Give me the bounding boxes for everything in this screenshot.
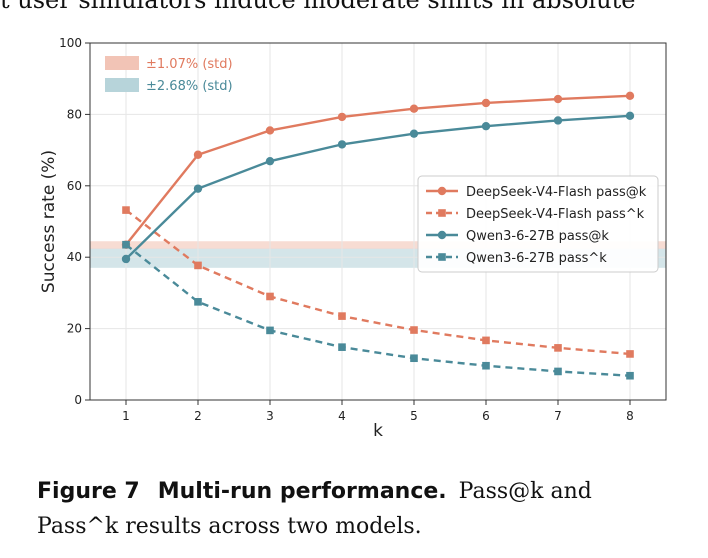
data-point — [409, 129, 419, 138]
band-legend-label: ±1.07% (std) — [146, 57, 233, 72]
y-tick-label: 20 — [67, 322, 82, 336]
data-point — [626, 350, 634, 358]
caption-label: Figure 7 — [37, 479, 140, 504]
legend-marker — [438, 209, 446, 217]
data-point — [481, 98, 491, 108]
series-4 — [122, 240, 634, 380]
legend-label: DeepSeek-V4-Flash pass@k — [466, 185, 647, 200]
data-point — [121, 254, 131, 264]
caption-line2: Pass^k results across two models. — [37, 514, 422, 539]
axis-ticks: 0 20 40 60 80 100 1 2 3 4 5 6 7 8 — [59, 36, 634, 423]
data-point — [266, 292, 274, 301]
series-legend: DeepSeek-V4-Flash pass@k DeepSeek-V4-Flas… — [417, 175, 659, 273]
data-point — [554, 344, 562, 352]
data-point — [482, 336, 490, 345]
caption-title: Multi-run performance. — [157, 479, 447, 504]
band-legend-swatch — [105, 78, 139, 92]
legend-label: DeepSeek-V4-Flash pass^k — [466, 207, 645, 222]
legend-marker — [437, 230, 447, 240]
y-tick-label: 100 — [59, 36, 82, 50]
data-point — [194, 261, 202, 270]
series-line — [125, 94, 631, 246]
data-point — [194, 298, 202, 306]
data-point — [554, 367, 562, 376]
data-point — [266, 326, 274, 335]
y-tick-label: 40 — [67, 250, 82, 264]
caption-line1: Pass@k and — [458, 479, 592, 504]
legend-marker — [437, 186, 447, 196]
x-tick-label: 8 — [626, 409, 634, 423]
data-point — [625, 111, 635, 121]
data-point — [482, 361, 490, 370]
x-tick-label: 5 — [410, 409, 418, 423]
y-tick-label: 0 — [74, 393, 82, 407]
band-legend-label: ±2.68% (std) — [146, 79, 233, 94]
x-tick-label: 3 — [266, 409, 274, 423]
series-3 — [121, 111, 635, 264]
series-line — [125, 243, 631, 377]
data-point — [553, 94, 563, 104]
data-point — [626, 371, 634, 380]
plot-frame — [89, 42, 667, 401]
series-lines — [121, 91, 635, 380]
legend-box — [417, 175, 659, 273]
data-point — [122, 206, 130, 214]
y-tick-label: 80 — [67, 107, 82, 121]
x-tick-label: 7 — [554, 409, 562, 423]
data-point — [122, 240, 130, 249]
data-point — [409, 104, 419, 113]
success-rate-chart: 0 20 40 60 80 100 1 2 3 4 5 6 7 8 ±1.07% (std) ±2.68% … — [39, 36, 667, 441]
band-legend-swatch — [105, 56, 139, 70]
legend-marker — [438, 253, 446, 261]
legend-label: Qwen3-6-27B pass^k — [466, 251, 607, 266]
std-band-1 — [90, 241, 666, 249]
series-2 — [122, 206, 634, 358]
data-point — [337, 140, 347, 149]
data-point — [481, 121, 491, 131]
data-point — [625, 91, 635, 101]
y-axis-label: Success rate (%) — [39, 150, 59, 293]
figure-caption: Figure 7 Multi-run performance. Pass@k a… — [37, 474, 677, 544]
data-point — [265, 156, 275, 166]
data-point — [193, 184, 203, 193]
series-line — [125, 114, 631, 260]
data-point — [338, 343, 346, 351]
data-point — [265, 126, 275, 135]
context-text-line: t user simulators induce moderate shifts… — [0, 0, 636, 14]
data-point — [193, 150, 203, 159]
x-tick-label: 2 — [194, 409, 202, 423]
band-legend: ±1.07% (std) ±2.68% (std) — [105, 56, 233, 94]
data-point — [410, 354, 418, 363]
y-tick-label: 60 — [67, 179, 82, 193]
legend-label: Qwen3-6-27B pass@k — [466, 229, 609, 244]
x-tick-label: 1 — [122, 409, 130, 423]
data-point — [337, 112, 347, 122]
data-point — [338, 312, 346, 320]
x-tick-label: 6 — [482, 409, 490, 423]
x-tick-label: 4 — [338, 409, 346, 423]
data-point — [410, 326, 418, 334]
data-point — [553, 116, 563, 125]
x-axis-label: k — [373, 421, 383, 441]
series-line — [125, 209, 631, 356]
